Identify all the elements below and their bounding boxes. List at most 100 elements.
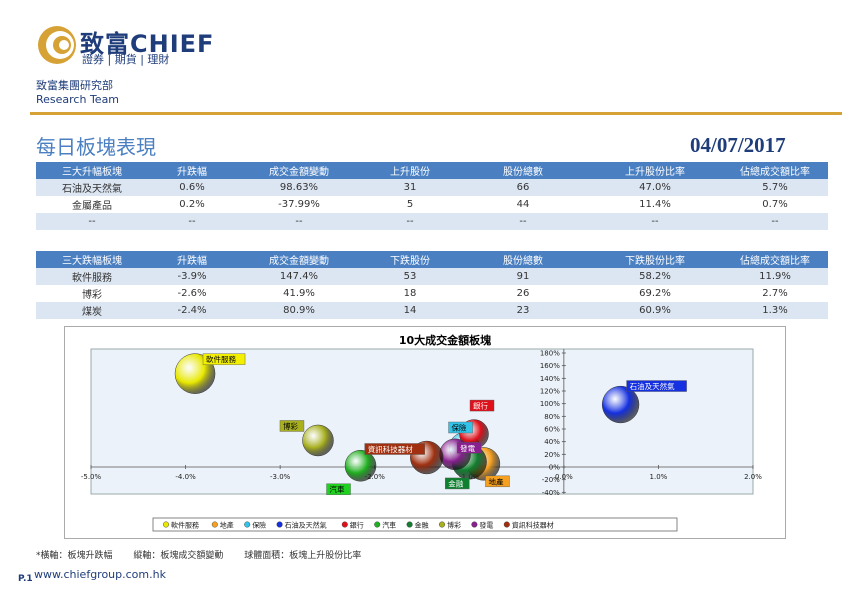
table-cell: 5.7% [722, 179, 828, 196]
legend-marker [406, 521, 413, 528]
table-cell: 41.9% [236, 285, 362, 302]
y-tick-label: 160% [540, 362, 560, 370]
column-header: 升跌幅 [148, 251, 236, 268]
x-tick-label: -4.0% [175, 473, 196, 481]
legend-label: 保險 [252, 521, 266, 530]
chart-footnote: *橫軸：板塊升跌幅 縱軸：板塊成交額變動 球體面積：板塊上升股份比率 [36, 551, 362, 561]
table-cell: 66 [458, 179, 588, 196]
table-cell: -3.9% [148, 268, 236, 285]
bubble-label: 銀行 [473, 401, 488, 411]
legend-marker [244, 521, 251, 528]
table-cell: 0.2% [148, 196, 236, 213]
x-tick-label: 2.0% [744, 473, 762, 481]
table-cell: 23 [458, 302, 588, 319]
department-en: Research Team [36, 93, 120, 106]
bubble-label: 金融 [448, 478, 463, 488]
column-header: 三大升幅板塊 [36, 162, 148, 179]
legend-label: 石油及天然氣 [285, 521, 327, 530]
table-cell: 5 [362, 196, 458, 213]
y-tick-label: 40% [544, 438, 560, 446]
table-cell: 11.4% [588, 196, 722, 213]
brand-tagline: 證券 | 期貨 | 理財 [82, 53, 170, 66]
table-cell: 金屬產品 [36, 196, 148, 213]
y-tick-label: 20% [544, 451, 560, 459]
legend-label: 資訊科技器材 [512, 521, 554, 530]
column-header: 上升股份比率 [588, 162, 722, 179]
column-header: 上升股份 [362, 162, 458, 179]
page-number: P.1 [18, 574, 33, 584]
table-cell: 98.63% [236, 179, 362, 196]
y-tick-label: 100% [540, 400, 560, 408]
legend-marker [341, 521, 348, 528]
bubble-label: 石油及天然氣 [630, 381, 675, 391]
website-link[interactable]: www.chiefgroup.com.hk [34, 568, 166, 581]
bubble-3 [601, 385, 640, 424]
column-header: 成交金額變動 [236, 162, 362, 179]
bubble-label-box [364, 443, 425, 455]
chief-logo-icon [38, 26, 76, 64]
x-tick-label: -2.0% [365, 473, 386, 481]
table-cell: -- [722, 213, 828, 230]
x-tick-label: 1.0% [650, 473, 668, 481]
column-header: 成交金額變動 [236, 251, 362, 268]
chart-title: 10大成交金額板塊 [399, 333, 491, 347]
bubble-label: 保險 [452, 423, 467, 433]
table-cell: 31 [362, 179, 458, 196]
legend-label: 博彩 [447, 521, 461, 530]
header-divider [30, 112, 842, 115]
bubble-label: 博彩 [283, 421, 298, 431]
bubble-label: 汽車 [330, 484, 345, 494]
column-header: 升跌幅 [148, 162, 236, 179]
legend-label: 發電 [479, 521, 493, 530]
table-row: 金屬產品 0.2% -37.99% 5 44 11.4% 0.7% [36, 196, 828, 213]
y-tick-label: -40% [542, 489, 560, 497]
bubble-label-box [469, 399, 495, 412]
table-row: 軟件服務 -3.9% 147.4% 53 91 58.2% 11.9% [36, 268, 828, 285]
bubble-label-box [326, 483, 351, 495]
column-header: 下跌股份 [362, 251, 458, 268]
table-cell: -- [362, 213, 458, 230]
table-cell: 44 [458, 196, 588, 213]
legend-label: 汽車 [382, 521, 396, 530]
y-tick-label: 120% [540, 388, 560, 396]
y-tick-label: 180% [540, 350, 560, 358]
legend-marker [276, 521, 283, 528]
table-cell: 14 [362, 302, 458, 319]
bubble-label-box [626, 380, 687, 392]
top-losers-table: 三大跌幅板塊 升跌幅 成交金額變動 下跌股份 股份總數 下跌股份比率 佔總成交額… [36, 251, 828, 319]
table-cell: 147.4% [236, 268, 362, 285]
legend-label: 銀行 [350, 521, 364, 530]
bubble-label-box [485, 475, 510, 488]
bubble-label: 發電 [460, 444, 475, 453]
bubble-label-box [456, 442, 482, 454]
bubble-label-box [445, 477, 470, 490]
y-tick-label: 60% [544, 426, 560, 434]
y-tick-label: 0% [549, 464, 560, 472]
table-cell: -37.99% [236, 196, 362, 213]
x-tick-label: 0.0% [555, 473, 573, 481]
table-cell: 煤炭 [36, 302, 148, 319]
bubble-label-box [279, 420, 305, 432]
column-header: 佔總成交額比率 [722, 251, 828, 268]
table-cell: -2.4% [148, 302, 236, 319]
table-cell: -2.6% [148, 285, 236, 302]
bubble-7 [302, 424, 334, 457]
table-cell: 軟件服務 [36, 268, 148, 285]
bubble-label: 地產 [488, 476, 503, 486]
bubble-chart: 10大成交金額板塊 -5.0%-4.0%-3.0%-2.0%-1.0%0.0%1… [81, 333, 762, 532]
report-title: 每日板塊表現 [36, 135, 156, 159]
brand-name: 致富CHIEF [80, 30, 215, 58]
column-header: 三大跌幅板塊 [36, 251, 148, 268]
table-cell: 26 [458, 285, 588, 302]
table-cell: 58.2% [588, 268, 722, 285]
table-cell: 0.7% [722, 196, 828, 213]
table-cell: 18 [362, 285, 458, 302]
table-cell: 60.9% [588, 302, 722, 319]
legend-label: 地產 [220, 521, 234, 530]
legend-marker [374, 521, 381, 528]
table-cell: -- [236, 213, 362, 230]
legend-label: 金融 [415, 521, 429, 530]
y-tick-label: 80% [544, 413, 560, 421]
table-cell: 53 [362, 268, 458, 285]
x-tick-label: -5.0% [81, 473, 102, 481]
